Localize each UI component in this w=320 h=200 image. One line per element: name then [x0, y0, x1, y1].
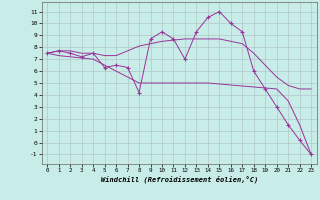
X-axis label: Windchill (Refroidissement éolien,°C): Windchill (Refroidissement éolien,°C) [100, 176, 258, 183]
